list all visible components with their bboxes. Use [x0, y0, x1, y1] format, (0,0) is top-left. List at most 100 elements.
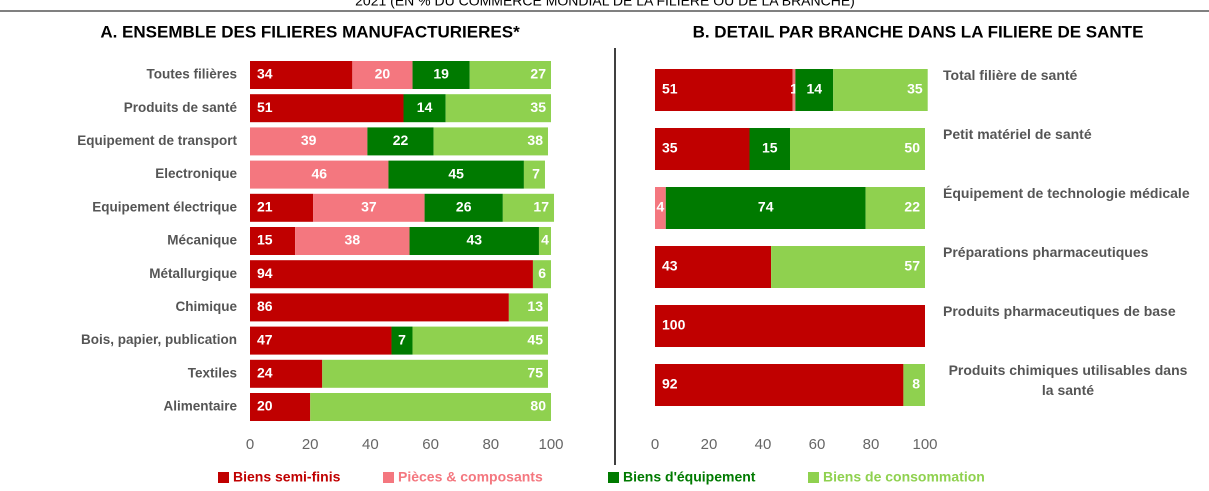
category-label: Total filière de santé [943, 67, 1078, 83]
subtitle: 2021 (EN % DU COMMERCE MONDIAL DE LA FIL… [355, 0, 855, 9]
bar-segment [508, 293, 548, 322]
bar-segment [250, 260, 533, 289]
legend-label: Biens de consommation [823, 469, 985, 485]
bar-segment [792, 69, 796, 111]
value-label: 43 [466, 232, 482, 248]
category-label: Chimique [175, 299, 237, 314]
bar-segment [388, 160, 524, 189]
value-label: 46 [311, 165, 327, 181]
value-label: 6 [538, 265, 546, 281]
value-label: 35 [530, 99, 546, 115]
bar-segment [250, 61, 353, 89]
category-label: Equipement électrique [92, 199, 237, 214]
x-tick-label: 0 [246, 436, 254, 453]
value-label: 8 [912, 376, 920, 392]
legend-swatch [383, 472, 394, 483]
category-label: Produits chimiques utilisables dans la s… [948, 362, 1188, 398]
value-label: 35 [662, 140, 678, 156]
bar-segment [250, 393, 311, 421]
value-label: 34 [257, 66, 273, 82]
value-label: 22 [904, 199, 920, 215]
value-label: 13 [527, 298, 543, 314]
bar-segment [250, 160, 389, 189]
category-label: Métallurgique [149, 266, 237, 281]
category-label: Bois, papier, publication [81, 332, 237, 347]
bar-segment [409, 227, 539, 255]
value-label: 86 [257, 298, 273, 314]
bar-segment [865, 187, 925, 229]
value-label: 15 [257, 232, 273, 248]
category-label: Équipement de technologie médicale [943, 185, 1190, 201]
value-label: 38 [345, 232, 361, 248]
bar-segment [250, 227, 296, 255]
value-label: 1 [790, 81, 798, 97]
value-label: 39 [301, 132, 317, 148]
category-label: Mécanique [167, 233, 237, 248]
value-label: 94 [257, 265, 273, 281]
value-label: 75 [527, 365, 543, 381]
x-tick-label: 20 [302, 436, 319, 453]
bar-segment [655, 305, 925, 347]
value-label: 4 [657, 199, 665, 215]
bar-segment [833, 69, 928, 111]
value-label: 37 [361, 199, 377, 215]
bar-segment [655, 128, 750, 170]
bar-segment [412, 61, 470, 89]
x-tick-label: 100 [912, 436, 937, 453]
value-label: 26 [456, 199, 472, 215]
bar-segment [403, 94, 446, 123]
value-label: 15 [762, 140, 778, 156]
bar-segment [313, 193, 425, 222]
bar-segment [523, 160, 545, 189]
value-label: 14 [417, 99, 433, 115]
bar-segment [749, 128, 790, 170]
bar-segment [790, 128, 925, 170]
bar-segment [655, 69, 793, 111]
category-label: Préparations pharmaceutiques [943, 244, 1149, 260]
x-tick-label: 60 [809, 436, 826, 453]
bar-segment [250, 94, 404, 123]
value-label: 7 [532, 165, 540, 181]
value-label: 20 [375, 66, 391, 82]
bar-segment [469, 61, 551, 89]
value-label: 35 [907, 81, 923, 97]
chart-title: B. DETAIL PAR BRANCHE DANS LA FILIERE DE… [693, 22, 1144, 41]
bar-segment [250, 193, 314, 222]
bar-segment [322, 359, 548, 388]
value-label: 43 [662, 258, 678, 274]
bar-segment [445, 94, 551, 123]
value-label: 17 [533, 199, 549, 215]
category-label: Produits de santé [124, 100, 238, 115]
category-label: Textiles [188, 365, 237, 380]
value-label: 51 [257, 99, 273, 115]
bar-segment [655, 187, 666, 229]
category-label: Petit matériel de santé [943, 126, 1092, 142]
legend-label: Biens d'équipement [623, 469, 756, 485]
value-label: 100 [662, 317, 686, 333]
value-label: 7 [398, 331, 406, 347]
bar-segment [538, 227, 551, 255]
bar-segment [412, 326, 548, 355]
bar-segment [655, 246, 772, 288]
legend-label: Biens semi-finis [233, 469, 341, 485]
value-label: 38 [527, 132, 543, 148]
x-tick-label: 40 [755, 436, 772, 453]
bar-segment [295, 227, 410, 255]
x-tick-label: 40 [362, 436, 379, 453]
value-label: 19 [433, 66, 449, 82]
bar-segment [250, 293, 509, 322]
value-label: 45 [448, 165, 464, 181]
x-tick-label: 20 [701, 436, 718, 453]
bar-segment [367, 127, 434, 156]
bar-segment [424, 193, 503, 222]
value-label: 27 [530, 66, 546, 82]
x-tick-label: 100 [538, 436, 563, 453]
x-tick-label: 0 [651, 436, 659, 453]
bar-segment [903, 364, 925, 406]
bar-segment [250, 359, 323, 388]
category-label: Equipement de transport [77, 133, 237, 148]
bar-segment [655, 364, 904, 406]
value-label: 14 [807, 81, 823, 97]
